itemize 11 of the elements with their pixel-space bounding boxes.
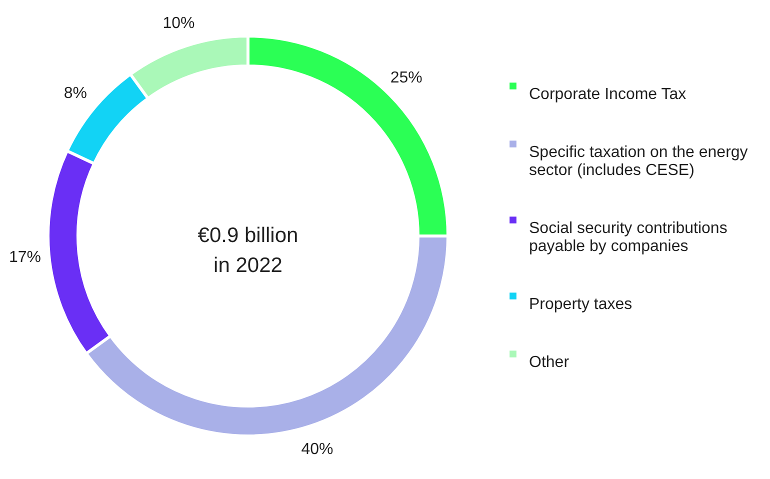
data-label: 10% bbox=[162, 14, 195, 32]
data-label: 8% bbox=[64, 85, 87, 102]
legend-label: Corporate Income Tax bbox=[529, 86, 686, 103]
legend-label: Specific taxation on the energy sector (includes CESE) bbox=[529, 144, 748, 179]
legend-label: Property taxes bbox=[529, 296, 632, 313]
data-label: 40% bbox=[301, 441, 334, 458]
data-label: 25% bbox=[390, 70, 422, 87]
legend-label: Social security contributions payable by companies bbox=[529, 220, 728, 255]
data-label: 17% bbox=[8, 249, 42, 266]
legend-label: Other bbox=[529, 354, 570, 371]
text: €0.9 billion in 2022 bbox=[198, 224, 298, 277]
